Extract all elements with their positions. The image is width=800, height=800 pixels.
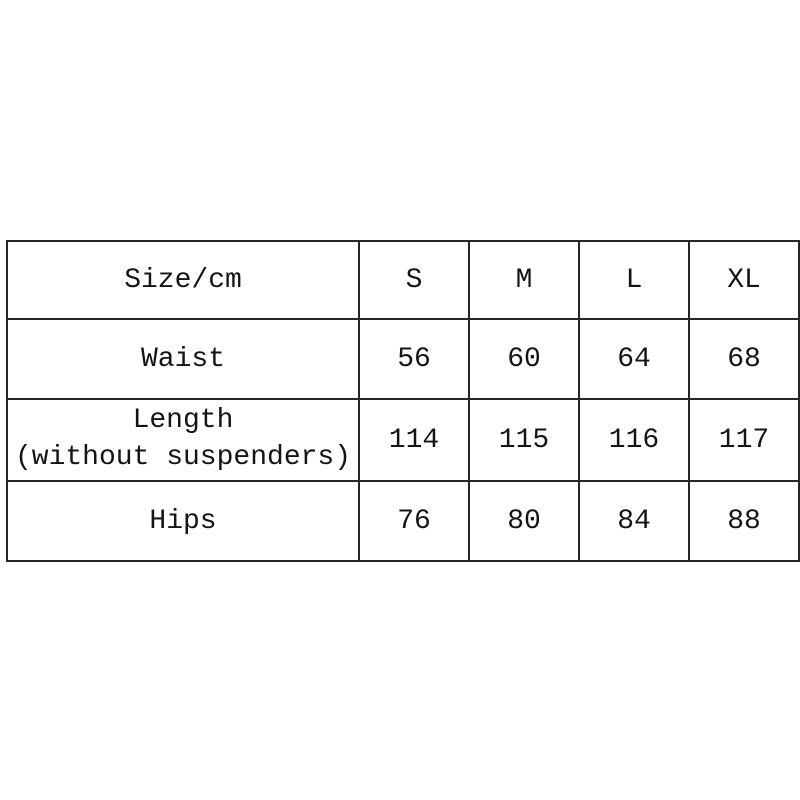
cell-hips-l: 84 (578, 480, 690, 562)
table-row: Length (without suspenders) 114 115 116 … (6, 398, 800, 482)
row-label-hips: Hips (6, 480, 360, 562)
cell-hips-s: 76 (358, 480, 470, 562)
cell-waist-xl: 68 (688, 318, 800, 400)
header-cell-size-xl: XL (688, 240, 800, 320)
table-header-row: Size/cm S M L XL (6, 240, 800, 320)
cell-length-xl: 117 (688, 398, 800, 482)
cell-length-m: 115 (468, 398, 580, 482)
table-row: Hips 76 80 84 88 (6, 480, 800, 562)
row-label-waist: Waist (6, 318, 360, 400)
cell-length-s: 114 (358, 398, 470, 482)
cell-waist-l: 64 (578, 318, 690, 400)
header-cell-size-m: M (468, 240, 580, 320)
cell-hips-xl: 88 (688, 480, 800, 562)
cell-waist-s: 56 (358, 318, 470, 400)
table-row: Waist 56 60 64 68 (6, 318, 800, 400)
header-cell-size-cm: Size/cm (6, 240, 360, 320)
size-chart-table: Size/cm S M L XL Waist 56 60 64 68 Lengt… (6, 240, 800, 562)
cell-waist-m: 60 (468, 318, 580, 400)
cell-length-l: 116 (578, 398, 690, 482)
cell-hips-m: 80 (468, 480, 580, 562)
header-cell-size-l: L (578, 240, 690, 320)
header-cell-size-s: S (358, 240, 470, 320)
row-label-length: Length (without suspenders) (6, 398, 360, 482)
